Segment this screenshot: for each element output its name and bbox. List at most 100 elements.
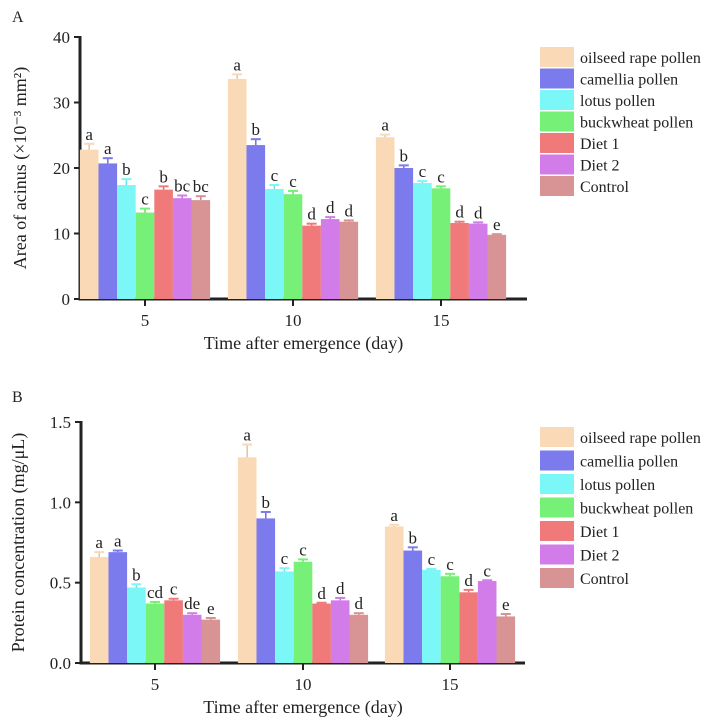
- significance-letter: de: [184, 594, 200, 613]
- legend-label: oilseed rape pollen: [580, 430, 701, 447]
- bar-a-5-4: [154, 189, 173, 299]
- bar-b-10-6: [349, 614, 369, 663]
- bar-a-15-4: [450, 223, 469, 299]
- significance-letter: e: [502, 595, 510, 614]
- legend-label: lotus pollen: [580, 477, 655, 494]
- bar-a-10-5: [320, 219, 340, 299]
- legend-swatch: [540, 154, 574, 175]
- y-tick-label: 1.0: [50, 493, 71, 512]
- bar-a-5-2: [117, 185, 136, 299]
- panel-label-b: B: [12, 389, 23, 406]
- bar-b-15-1: [403, 550, 423, 663]
- y-axis-label: Area of acinus (×10⁻³ mm²): [10, 67, 31, 269]
- significance-letter: c: [419, 162, 427, 181]
- significance-letter: c: [428, 550, 436, 569]
- significance-letter: a: [390, 506, 398, 525]
- significance-letter: a: [243, 425, 251, 444]
- bar-a-15-0: [375, 137, 395, 299]
- bar-a-15-5: [468, 223, 488, 299]
- bar-a-10-6: [339, 221, 359, 299]
- significance-letter: d: [336, 579, 345, 598]
- bar-b-10-4: [312, 603, 331, 663]
- bar-a-5-1: [98, 163, 118, 299]
- legend-swatch: [540, 568, 574, 588]
- legend-swatch: [540, 90, 574, 110]
- significance-letter: b: [132, 565, 141, 584]
- significance-letter: a: [85, 125, 93, 144]
- legend-label: Control: [580, 571, 629, 588]
- bar-a-15-1: [394, 168, 414, 299]
- y-tick-label: 0.0: [50, 654, 71, 673]
- bar-a-15-3: [431, 188, 451, 299]
- x-axis-label: Time after emergence (day): [204, 333, 403, 354]
- bar-b-15-0: [384, 526, 404, 663]
- significance-letter: b: [159, 167, 168, 186]
- legend-label: buckwheat pollen: [580, 115, 693, 132]
- bar-b-5-2: [127, 587, 146, 663]
- legend-swatch: [540, 544, 574, 565]
- y-axis-label: Protein concentration (mg/μL): [8, 433, 29, 653]
- x-tick-label: 5: [141, 311, 150, 330]
- bar-a-10-2: [265, 188, 284, 299]
- significance-letter: e: [207, 599, 215, 618]
- legend-label: lotus pollen: [580, 93, 655, 110]
- significance-letter: c: [289, 172, 297, 191]
- legend-swatch: [540, 47, 574, 67]
- y-tick-label: 40: [53, 28, 70, 47]
- bar-b-10-5: [330, 600, 350, 663]
- significance-letter: d: [455, 203, 464, 222]
- significance-letter: e: [493, 215, 501, 234]
- x-tick-label: 5: [151, 675, 160, 694]
- bar-a-10-1: [246, 145, 266, 299]
- significance-letter: b: [122, 160, 131, 179]
- legend-label: Diet 2: [580, 548, 620, 565]
- bar-b-5-1: [108, 552, 128, 663]
- significance-letter: d: [307, 205, 316, 224]
- legend-label: Diet 2: [580, 158, 620, 175]
- significance-letter: d: [326, 198, 335, 217]
- bar-a-5-6: [191, 200, 211, 299]
- significance-letter: c: [281, 549, 289, 568]
- legend-label: buckwheat pollen: [580, 501, 693, 518]
- legend-swatch: [540, 521, 574, 541]
- legend-swatch: [540, 474, 574, 494]
- legend-swatch: [540, 68, 574, 89]
- significance-letter: bc: [193, 177, 210, 196]
- bar-b-5-0: [89, 556, 109, 663]
- significance-letter: a: [381, 116, 389, 135]
- legend-swatch: [540, 111, 574, 132]
- legend-label: Control: [580, 179, 629, 196]
- legend-swatch: [540, 176, 574, 196]
- significance-letter: bc: [174, 177, 191, 196]
- bar-b-5-3: [145, 603, 165, 663]
- legend-label: camellia pollen: [580, 454, 678, 471]
- significance-letter: cd: [147, 583, 164, 602]
- y-tick-label: 20: [53, 159, 70, 178]
- significance-letter: c: [437, 167, 445, 186]
- bar-b-10-2: [275, 571, 294, 663]
- bar-b-10-3: [293, 561, 313, 663]
- y-tick-label: 1.5: [50, 413, 71, 432]
- significance-letter: b: [409, 528, 418, 547]
- significance-letter: d: [355, 594, 364, 613]
- legend-label: Diet 1: [580, 136, 620, 153]
- significance-letter: b: [400, 146, 409, 165]
- significance-letter: c: [299, 540, 307, 559]
- y-tick-label: 0.5: [50, 574, 71, 593]
- bar-a-15-6: [487, 234, 507, 299]
- significance-letter: d: [474, 203, 483, 222]
- bar-b-15-6: [496, 616, 516, 663]
- legend-label: oilseed rape pollen: [580, 50, 701, 67]
- significance-letter: d: [345, 201, 354, 220]
- legend-swatch: [540, 450, 574, 471]
- y-tick-label: 30: [53, 94, 70, 113]
- bar-a-5-3: [135, 212, 155, 299]
- panel-label-a: A: [12, 9, 24, 26]
- x-tick-label: 15: [433, 311, 450, 330]
- bar-b-15-4: [459, 592, 478, 663]
- significance-letter: a: [104, 139, 112, 158]
- bar-b-5-6: [201, 619, 221, 663]
